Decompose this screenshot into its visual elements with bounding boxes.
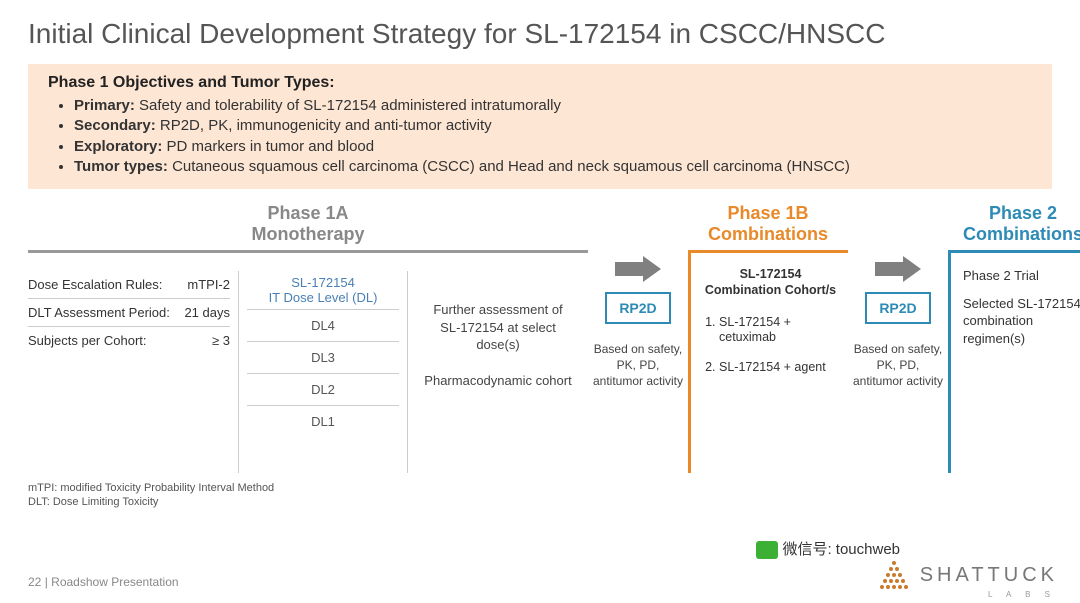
phase-2-body: Phase 2 Trial Selected SL-172154 combina… (948, 250, 1080, 473)
objectives-list: Primary: Safety and tolerability of SL-1… (48, 96, 1032, 177)
phase-1b-header: Phase 1B Combinations (688, 203, 848, 250)
phases-row: Phase 1A Monotherapy Dose Escalation Rul… (28, 203, 1052, 473)
footnotes: mTPI: modified Toxicity Probability Inte… (28, 481, 1052, 510)
dose-level-header: SL-172154 IT Dose Level (DL) (247, 271, 399, 310)
page-footer: 22 | Roadshow Presentation (28, 575, 179, 589)
arrow-right-icon (615, 256, 661, 282)
arrow-body: RP2D Based on safety, PK, PD, antitumor … (588, 250, 688, 473)
rp2d-badge: RP2D (605, 292, 670, 324)
phase-1a-body: Dose Escalation Rules:mTPI-2 DLT Assessm… (28, 250, 588, 473)
arrow-body: RP2D Based on safety, PK, PD, antitumor … (848, 250, 948, 473)
objectives-heading: Phase 1 Objectives and Tumor Types: (48, 74, 1032, 92)
combination-list: SL-172154 + cetuximab SL-172154 + agent (701, 315, 840, 376)
wechat-icon (756, 541, 778, 559)
objective-item: Primary: Safety and tolerability of SL-1… (74, 96, 1032, 116)
combination-item: SL-172154 + cetuximab (719, 315, 840, 346)
rule-row: DLT Assessment Period:21 days (28, 299, 230, 327)
watermark: 微信号: touchweb (756, 538, 900, 559)
rule-row: Dose Escalation Rules:mTPI-2 (28, 271, 230, 299)
rp2d-badge: RP2D (865, 292, 930, 324)
transition-2: xx RP2D Based on safety, PK, PD, antitum… (848, 203, 948, 473)
dose-level: DL2 (247, 374, 399, 406)
transition-1: xx RP2D Based on safety, PK, PD, antitum… (588, 203, 688, 473)
company-logo: SHATTUCK (876, 557, 1058, 593)
dose-level-column: SL-172154 IT Dose Level (DL) DL4 DL3 DL2… (238, 271, 408, 473)
phase-2-header: Phase 2 Combinations (948, 203, 1080, 250)
dose-level: DL4 (247, 310, 399, 342)
dose-level: DL1 (247, 406, 399, 437)
objectives-box: Phase 1 Objectives and Tumor Types: Prim… (28, 64, 1052, 189)
slide-title: Initial Clinical Development Strategy fo… (28, 18, 1052, 50)
logo-icon (876, 557, 912, 593)
rule-row: Subjects per Cohort:≥ 3 (28, 327, 230, 354)
rp2d-basis: Based on safety, PK, PD, antitumor activ… (848, 342, 948, 389)
logo-text: SHATTUCK (920, 564, 1058, 587)
objective-item: Exploratory: PD markers in tumor and blo… (74, 137, 1032, 157)
slide: Initial Clinical Development Strategy fo… (0, 0, 1080, 603)
objective-item: Tumor types: Cutaneous squamous cell car… (74, 157, 1032, 177)
logo-subtext: L A B S (988, 590, 1056, 599)
objective-item: Secondary: RP2D, PK, immunogenicity and … (74, 116, 1032, 136)
phase-1a-column: Phase 1A Monotherapy Dose Escalation Rul… (28, 203, 588, 473)
dose-rules: Dose Escalation Rules:mTPI-2 DLT Assessm… (28, 271, 238, 473)
phase-1b-column: Phase 1B Combinations SL-172154 Combinat… (688, 203, 848, 473)
phase-2-column: Phase 2 Combinations Phase 2 Trial Selec… (948, 203, 1080, 473)
arrow-right-icon (875, 256, 921, 282)
phase-1b-body: SL-172154 Combination Cohort/s SL-172154… (688, 250, 848, 473)
phase-1b-title: SL-172154 Combination Cohort/s (701, 267, 840, 298)
rp2d-basis: Based on safety, PK, PD, antitumor activ… (588, 342, 688, 389)
dose-level: DL3 (247, 342, 399, 374)
assessment-text: Further assessment of SL-172154 at selec… (408, 271, 588, 473)
combination-item: SL-172154 + agent (719, 360, 840, 376)
phase-1a-header: Phase 1A Monotherapy (28, 203, 588, 250)
